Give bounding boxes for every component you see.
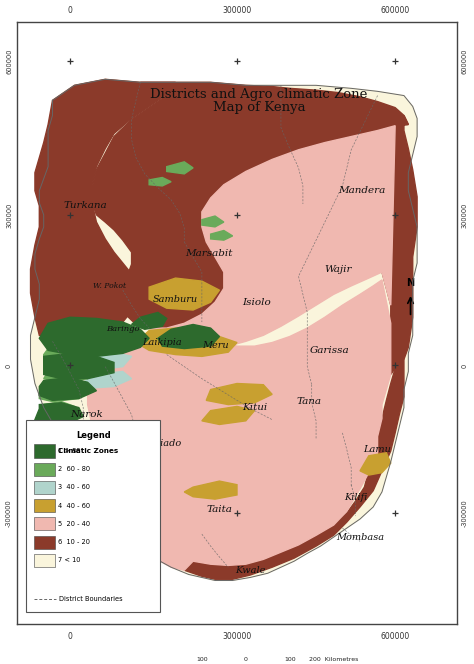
Text: 300000: 300000 [222,6,252,15]
Text: Mombasa: Mombasa [336,533,384,542]
Polygon shape [39,384,88,402]
Text: 7 < 10: 7 < 10 [58,557,81,563]
Text: Mandera: Mandera [338,186,386,195]
Polygon shape [44,365,96,382]
Text: 600000: 600000 [462,48,468,74]
Polygon shape [39,402,74,420]
Bar [34,499,55,512]
Text: 300000: 300000 [6,202,12,228]
Text: Isiolo: Isiolo [242,297,271,307]
Bar [34,481,55,494]
Text: Wajir: Wajir [324,264,352,274]
Bar [34,517,55,531]
Polygon shape [360,453,391,475]
Text: Legend: Legend [76,431,110,440]
Text: 600000: 600000 [381,6,410,15]
Text: 4  40 - 60: 4 40 - 60 [58,503,91,509]
Text: -300000: -300000 [462,499,468,527]
Text: Meru: Meru [202,341,228,350]
FancyBboxPatch shape [26,420,160,612]
Text: 100: 100 [196,657,208,662]
Polygon shape [79,352,132,371]
Text: 3  40 - 60: 3 40 - 60 [58,485,90,491]
Polygon shape [167,162,193,174]
Text: Map of Kenya: Map of Kenya [213,101,305,114]
Polygon shape [44,353,114,378]
Text: W. Pokot: W. Pokot [93,282,126,290]
Text: Turkana: Turkana [64,201,107,210]
Polygon shape [149,278,219,310]
Polygon shape [202,406,255,424]
Bar [34,463,55,476]
Text: 5  20 - 40: 5 20 - 40 [58,521,91,527]
Polygon shape [44,325,105,349]
Text: Garissa: Garissa [310,346,349,355]
Text: 0: 0 [462,363,468,368]
Polygon shape [35,403,83,426]
Polygon shape [149,125,395,349]
Text: 600000: 600000 [6,48,12,74]
Polygon shape [44,346,88,365]
Text: 200  Kilometres: 200 Kilometres [309,657,358,662]
Text: 0: 0 [244,657,248,662]
Text: 300000: 300000 [222,631,252,641]
Polygon shape [202,216,224,227]
Text: 300000: 300000 [462,202,468,228]
Polygon shape [30,79,175,337]
Text: 600000: 600000 [381,631,410,641]
Polygon shape [210,230,233,240]
Bar [34,444,55,457]
Text: 0: 0 [68,631,73,641]
Polygon shape [132,313,167,329]
Polygon shape [39,377,96,400]
Text: Lamu: Lamu [364,446,392,454]
Polygon shape [30,79,417,580]
Polygon shape [136,328,237,357]
Polygon shape [184,351,404,579]
Bar [34,554,55,567]
Text: 1 > 80: 1 > 80 [58,448,81,454]
Text: 0: 0 [6,363,12,368]
Text: 6  10 - 20: 6 10 - 20 [58,539,90,545]
Polygon shape [70,331,140,352]
Text: Samburu: Samburu [153,295,198,303]
Text: Laikipia: Laikipia [143,338,182,347]
Text: Narok: Narok [70,410,103,420]
Text: 2  60 - 80: 2 60 - 80 [58,466,91,472]
Text: Kilifi: Kilifi [344,493,367,503]
Polygon shape [35,429,70,451]
Polygon shape [39,317,149,357]
Polygon shape [88,280,391,570]
Polygon shape [83,371,132,388]
Text: Baringo: Baringo [106,325,139,333]
Text: 100: 100 [284,657,295,662]
Text: District Boundaries: District Boundaries [59,596,123,602]
Text: Kitui: Kitui [242,403,267,412]
Text: Tana: Tana [297,397,322,406]
Text: Kajiado: Kajiado [144,440,181,448]
Text: Marsabit: Marsabit [185,250,232,258]
Text: 0: 0 [68,6,73,15]
Text: Districts and Agro climatic Zone: Districts and Agro climatic Zone [150,88,368,101]
Polygon shape [92,82,408,328]
Text: Taita: Taita [207,505,232,515]
Polygon shape [378,116,417,374]
Text: Kwale: Kwale [235,566,265,575]
Polygon shape [184,481,237,499]
Polygon shape [206,384,272,404]
Polygon shape [158,325,219,349]
Bar [34,536,55,548]
Text: -300000: -300000 [6,499,12,527]
Text: Agro Climatic Zones: Agro Climatic Zones [36,448,118,454]
Polygon shape [149,177,171,186]
Polygon shape [88,334,184,397]
Text: N: N [407,278,415,288]
